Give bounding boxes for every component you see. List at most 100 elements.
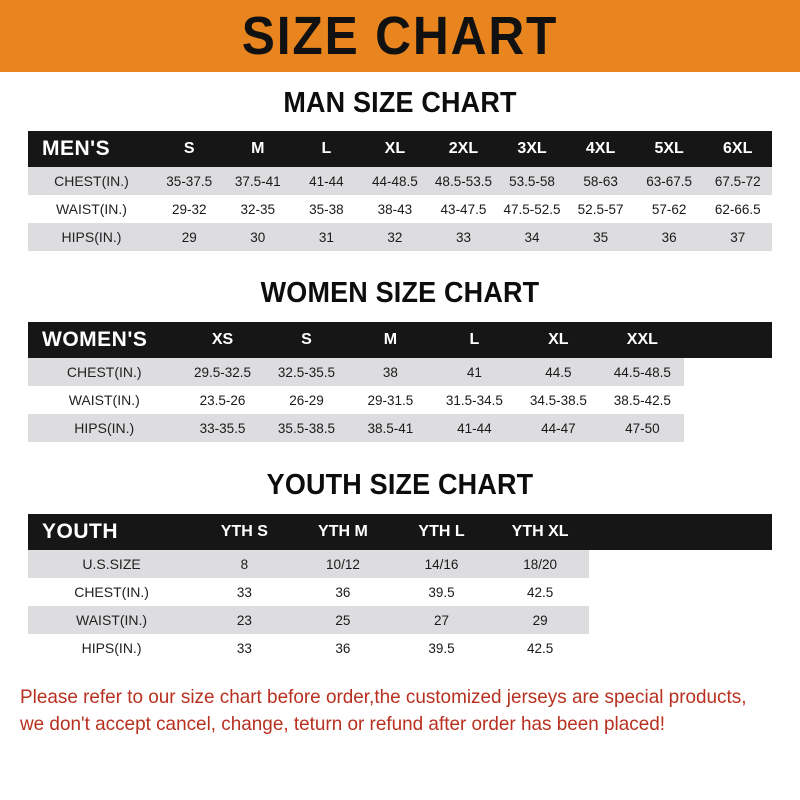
men-cell-value: 38-43 <box>377 201 413 217</box>
men-cell-value: 35-37.5 <box>166 173 213 189</box>
table-row: HIPS(IN.) 29 30 31 32 33 34 35 36 37 <box>28 223 772 251</box>
men-cell-value: 30 <box>250 229 266 245</box>
men-cell-value: 34 <box>524 229 540 245</box>
men-cell-value: 63-67.5 <box>646 173 693 189</box>
men-cell-value: 41-44 <box>309 173 344 189</box>
men-cell-value: 35-38 <box>309 201 344 217</box>
men-cell-value: 53.5-58 <box>509 173 555 189</box>
page-title: SIZE CHART <box>241 6 559 66</box>
men-table-head: MEN'S S M L XL 2XL 3XL 4XL 5XL 6XL <box>28 131 772 167</box>
youth-cell-value: 33 <box>236 584 252 600</box>
youth-cell-value: 42.5 <box>526 584 554 600</box>
women-cell-value: 23.5-26 <box>199 392 246 408</box>
youth-row-label: CHEST(IN.) <box>74 584 149 600</box>
men-column-header: S <box>183 140 195 157</box>
women-header-spacer <box>684 322 772 358</box>
youth-cell-value: 8 <box>240 556 249 572</box>
men-cell-value: 58-63 <box>583 173 618 189</box>
women-row-spacer <box>684 358 772 386</box>
men-column-header: 4XL <box>585 140 616 157</box>
men-cell-value: 29 <box>181 229 197 245</box>
men-cell-value: 52.5-57 <box>577 201 624 217</box>
men-column-header: M <box>251 140 265 157</box>
youth-cell-value: 25 <box>335 612 351 628</box>
women-cell-value: 33-35.5 <box>199 420 246 436</box>
youth-row-label: WAIST(IN.) <box>76 612 148 628</box>
women-column-header: XL <box>548 331 569 348</box>
youth-cell-value: 29 <box>532 612 548 628</box>
men-cell-value: 32-35 <box>240 201 276 217</box>
men-header-row: MEN'S S M L XL 2XL 3XL 4XL 5XL 6XL <box>28 131 772 167</box>
youth-column-header: YTH L <box>418 523 465 540</box>
youth-row-spacer <box>589 578 772 606</box>
men-cell-value: 37 <box>730 229 746 245</box>
youth-size-table: YOUTH YTH S YTH M YTH L YTH XL U.S.SIZE 8 10/1… <box>28 514 772 662</box>
men-column-header: 2XL <box>448 140 479 157</box>
men-cell-value: 29-32 <box>171 201 207 217</box>
table-row: HIPS(IN.) 33 36 39.5 42.5 <box>28 634 772 662</box>
men-cell-value: 32 <box>387 229 403 245</box>
women-cell-value: 26-29 <box>289 392 324 408</box>
table-row: WAIST(IN.) 23.5-26 26-29 29-31.5 31.5-34.5 34… <box>28 386 772 414</box>
order-policy-line-1: Please refer to our size chart before or… <box>20 686 747 708</box>
women-cell-value: 34.5-38.5 <box>529 392 587 408</box>
women-cell-value: 29.5-32.5 <box>193 364 251 380</box>
table-row: CHEST(IN.) 33 36 39.5 42.5 <box>28 578 772 606</box>
women-cell-value: 38 <box>382 364 398 380</box>
men-cell-value: 37.5-41 <box>234 173 281 189</box>
youth-header-row: YOUTH YTH S YTH M YTH L YTH XL <box>28 514 772 550</box>
women-column-header: M <box>383 331 398 348</box>
women-cell-value: 41-44 <box>457 420 492 436</box>
youth-cell-value: 18/20 <box>523 556 557 572</box>
youth-cell-value: 14/16 <box>424 556 459 572</box>
women-size-table: WOMEN'S XS S M L XL XXL CHEST(IN.) 29.5-32.5 32.… <box>28 322 772 442</box>
women-column-header: S <box>301 331 312 348</box>
women-row-label: CHEST(IN.) <box>66 364 142 380</box>
women-row-label: HIPS(IN.) <box>74 420 135 436</box>
men-table-body: CHEST(IN.) 35-37.5 37.5-41 41-44 44-48.5 48.5… <box>28 167 772 251</box>
youth-row-spacer <box>589 550 772 578</box>
women-cell-value: 38.5-42.5 <box>613 392 671 408</box>
men-cell-value: 43-47.5 <box>440 201 487 217</box>
men-cell-value: 44-48.5 <box>371 173 418 189</box>
youth-cell-value: 10/12 <box>326 556 360 572</box>
women-header-row: WOMEN'S XS S M L XL XXL <box>28 322 772 358</box>
men-cell-value: 35 <box>593 229 609 245</box>
women-cell-value: 35.5-38.5 <box>277 420 335 436</box>
men-size-section: MAN SIZE CHART MEN'S S M L XL 2XL 3XL 4XL 5XL 6XL… <box>0 88 800 251</box>
men-row-label: CHEST(IN.) <box>54 173 129 189</box>
men-cell-value: 47.5-52.5 <box>503 201 561 217</box>
men-column-header: L <box>321 140 332 157</box>
table-row: CHEST(IN.) 35-37.5 37.5-41 41-44 44-48.5 48.5… <box>28 167 772 195</box>
women-row-spacer <box>684 414 772 442</box>
women-cell-value: 32.5-35.5 <box>277 364 335 380</box>
order-policy-line-2: we don't accept cancel, change, teturn o… <box>20 713 666 735</box>
youth-section-title: YOUTH SIZE CHART <box>266 469 534 501</box>
women-column-header: XXL <box>626 331 658 348</box>
youth-row-label: U.S.SIZE <box>82 556 141 572</box>
women-column-header: L <box>469 331 480 348</box>
table-row: WAIST(IN.) 23 25 27 29 <box>28 606 772 634</box>
youth-column-header: YTH S <box>220 523 268 540</box>
page-banner: SIZE CHART <box>0 0 800 72</box>
youth-cell-value: 39.5 <box>428 640 455 656</box>
youth-row-spacer <box>589 634 772 662</box>
women-cell-value: 44-47 <box>541 420 576 436</box>
women-cell-value: 47-50 <box>625 420 660 436</box>
women-cell-value: 41 <box>466 364 482 380</box>
men-cell-value: 62-66.5 <box>714 201 761 217</box>
men-row-label: WAIST(IN.) <box>55 201 127 217</box>
men-cell-value: 31 <box>318 229 334 245</box>
table-row: HIPS(IN.) 33-35.5 35.5-38.5 38.5-41 41-44 44-… <box>28 414 772 442</box>
youth-table-body: U.S.SIZE 8 10/12 14/16 18/20 CHEST(IN.) 33 36 39… <box>28 550 772 662</box>
youth-cell-value: 33 <box>236 640 252 656</box>
women-section-title: WOMEN SIZE CHART <box>260 277 540 309</box>
men-cell-value: 57-62 <box>651 201 687 217</box>
youth-column-header: YTH M <box>318 523 368 540</box>
women-row-label: WAIST(IN.) <box>68 392 140 408</box>
table-row: CHEST(IN.) 29.5-32.5 32.5-35.5 38 41 44.5 44.5… <box>28 358 772 386</box>
table-row: U.S.SIZE 8 10/12 14/16 18/20 <box>28 550 772 578</box>
women-cell-value: 38.5-41 <box>367 420 414 436</box>
women-cell-value: 44.5-48.5 <box>613 364 671 380</box>
women-table-head: WOMEN'S XS S M L XL XXL <box>28 322 772 358</box>
